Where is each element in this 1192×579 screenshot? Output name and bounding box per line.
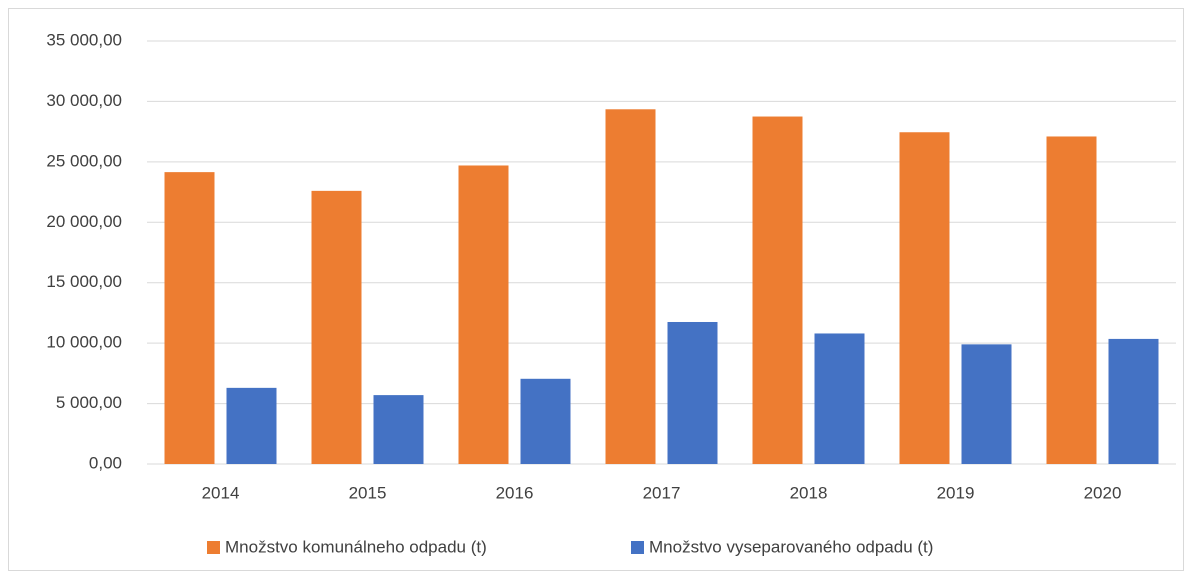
bar — [520, 378, 571, 464]
bar — [226, 387, 277, 464]
bar — [605, 109, 656, 464]
bar — [164, 172, 215, 464]
y-tick-label: 10 000,00 — [46, 333, 122, 352]
bar — [961, 344, 1012, 464]
bar — [814, 333, 865, 464]
bar — [311, 190, 362, 464]
bar — [1046, 136, 1097, 464]
y-tick-label: 35 000,00 — [46, 30, 122, 49]
x-tick-label: 2016 — [496, 483, 534, 502]
bar — [458, 165, 509, 465]
bar — [373, 395, 424, 464]
legend-swatch — [207, 541, 220, 554]
x-tick-label: 2019 — [937, 483, 975, 502]
y-tick-label: 20 000,00 — [46, 212, 122, 231]
y-tick-label: 30 000,00 — [46, 91, 122, 110]
x-tick-label: 2015 — [349, 483, 387, 502]
x-tick-label: 2020 — [1084, 483, 1122, 502]
bar — [899, 132, 950, 465]
x-tick-label: 2017 — [643, 483, 681, 502]
y-tick-label: 15 000,00 — [46, 272, 122, 291]
bar — [667, 321, 718, 464]
bar — [752, 116, 803, 465]
legend-swatch — [631, 541, 644, 554]
y-tick-label: 25 000,00 — [46, 151, 122, 170]
legend-label: Množstvo vyseparovaného odpadu (t) — [649, 537, 933, 556]
y-tick-label: 5 000,00 — [56, 393, 122, 412]
y-tick-label: 0,00 — [89, 453, 122, 472]
x-tick-label: 2018 — [790, 483, 828, 502]
legend-label: Množstvo komunálneho odpadu (t) — [225, 537, 487, 556]
bar — [1108, 338, 1159, 464]
x-tick-label: 2014 — [202, 483, 240, 502]
